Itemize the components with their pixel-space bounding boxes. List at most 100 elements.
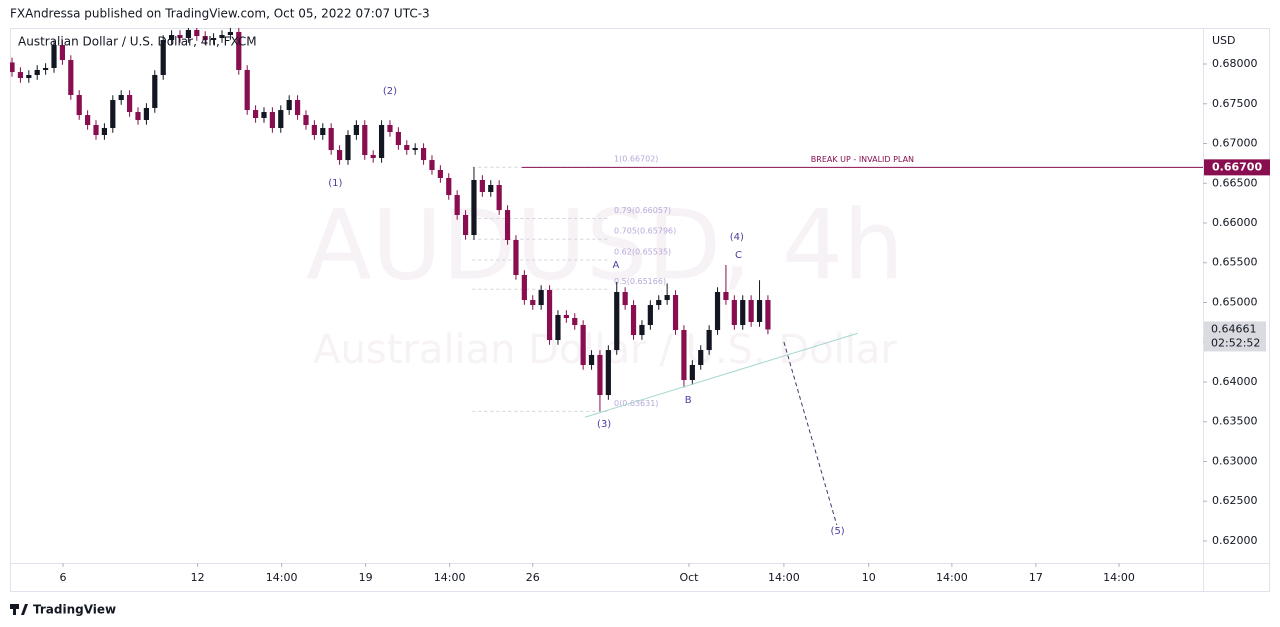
candle-body — [101, 128, 108, 135]
symbol-legend: Australian Dollar / U.S. Dollar, 4h, FXC… — [18, 35, 257, 49]
x-tick-label: 14:00 — [266, 571, 298, 584]
x-tick-label: 19 — [359, 571, 373, 584]
logo-mark — [21, 604, 28, 615]
wave-label: (3) — [597, 419, 611, 430]
y-tick-label: 0.62500 — [1212, 494, 1258, 507]
fib-label: 1(0.66702) — [614, 155, 658, 164]
x-tick-label: 10 — [862, 571, 876, 584]
candle-body — [320, 128, 326, 135]
fib-label: 0.705(0.65796) — [614, 227, 676, 236]
candle-body — [353, 124, 359, 135]
candle-body — [118, 95, 124, 101]
y-tick-label: 0.66000 — [1212, 216, 1258, 229]
candle-body — [236, 31, 242, 70]
candle-body — [370, 155, 376, 158]
last-price-label: 0.64661 — [1211, 322, 1257, 335]
candle-body — [194, 29, 200, 37]
watermark-layer: AUDUSD, 4h Australian Dollar / U.S. Dolla… — [306, 189, 904, 373]
x-tick-label: 14:00 — [1103, 571, 1135, 584]
y-tick-label: 0.65000 — [1212, 295, 1258, 308]
x-tick-label: 12 — [191, 571, 205, 584]
candle-body — [26, 74, 32, 79]
candle-body — [278, 110, 284, 129]
candle-body — [639, 324, 645, 336]
wave-label: (4) — [730, 232, 744, 243]
candle-body — [143, 107, 150, 120]
candle-body — [59, 45, 66, 61]
candle-body — [202, 36, 208, 41]
y-tick-label: 0.64000 — [1212, 375, 1258, 388]
candle-body — [756, 300, 763, 322]
candle-body — [420, 148, 427, 161]
candle-body — [177, 34, 183, 39]
x-tick-label: 26 — [526, 571, 540, 584]
publisher-line: FXAndressa published on TradingView.com,… — [10, 7, 430, 21]
x-tick-label: 14:00 — [936, 571, 968, 584]
candle-body — [597, 354, 603, 396]
candle-body — [227, 31, 233, 35]
wave-label: (2) — [383, 86, 397, 97]
plot-area: 1(0.66702) 0.79(0.66057) 0.705(0.65796) 0.6… — [10, 28, 1203, 537]
candle-body — [681, 330, 687, 381]
y-tick-label: 0.63500 — [1212, 415, 1258, 428]
candle-body — [127, 95, 133, 113]
candle-body — [404, 145, 410, 151]
wave-label: B — [685, 395, 692, 406]
candle-body — [210, 38, 217, 41]
candle-body — [362, 124, 368, 156]
candle-body — [85, 115, 91, 125]
candle-body — [706, 330, 712, 351]
candle-body — [446, 178, 452, 196]
y-tick-label: 0.65500 — [1212, 256, 1258, 269]
candle-body — [605, 350, 611, 396]
logo-mark — [13, 604, 16, 615]
candle-body — [51, 45, 57, 68]
candle-body — [563, 314, 569, 318]
candle-body — [286, 100, 292, 111]
tradingview-logo: TradingView — [10, 603, 116, 617]
x-tick-label: 17 — [1029, 571, 1043, 584]
candle-body — [185, 29, 191, 39]
watermark-sub: Australian Dollar / U.S. Dollar — [313, 327, 897, 373]
wave-label: (1) — [328, 178, 342, 189]
price-line-text: BREAK UP - INVALID PLAN — [811, 155, 914, 164]
y-tick-label: 0.66500 — [1212, 176, 1258, 189]
candle-body — [261, 112, 267, 118]
candle-body — [765, 300, 771, 330]
candle-body — [219, 34, 225, 39]
candle-body — [252, 110, 259, 118]
candle-body — [429, 160, 435, 170]
candle-body — [437, 169, 443, 179]
candle-body — [110, 100, 116, 129]
chart-frame — [10, 28, 1270, 592]
fib-label: 0.62(0.65535) — [614, 247, 671, 256]
wave-label: A — [612, 260, 619, 271]
candle-body — [572, 317, 578, 325]
candle-body — [521, 274, 527, 301]
candle-body — [462, 214, 469, 236]
footer-brand: TradingView — [33, 603, 116, 617]
y-tick-label: 0.63000 — [1212, 454, 1258, 467]
candle-body — [269, 112, 275, 129]
candle-body — [496, 185, 502, 211]
candle-body — [504, 210, 511, 241]
candle-body — [328, 128, 334, 151]
y-tick-label: 0.62000 — [1212, 534, 1258, 547]
candle-body — [479, 179, 485, 192]
x-tick-label: 14:00 — [768, 571, 800, 584]
candle-body — [488, 185, 494, 192]
candle-body — [244, 69, 250, 111]
candle-body — [34, 69, 40, 75]
candle-body — [614, 292, 620, 351]
candle-body — [580, 324, 586, 365]
candle-body — [714, 292, 721, 331]
fib-label: 0(0.63631) — [614, 399, 658, 408]
candle-body — [748, 300, 754, 322]
candle-body — [630, 305, 637, 336]
wave-label: C — [735, 250, 742, 261]
candle-body — [68, 60, 74, 96]
candle-body — [17, 72, 24, 79]
candle-body — [530, 300, 536, 306]
